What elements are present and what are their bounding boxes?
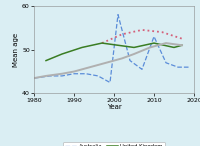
Y-axis label: Mean age: Mean age: [13, 33, 19, 67]
X-axis label: Year: Year: [107, 104, 121, 110]
Legend: Australia, France, United Kingdom, Germany: Australia, France, United Kingdom, Germa…: [63, 142, 165, 146]
